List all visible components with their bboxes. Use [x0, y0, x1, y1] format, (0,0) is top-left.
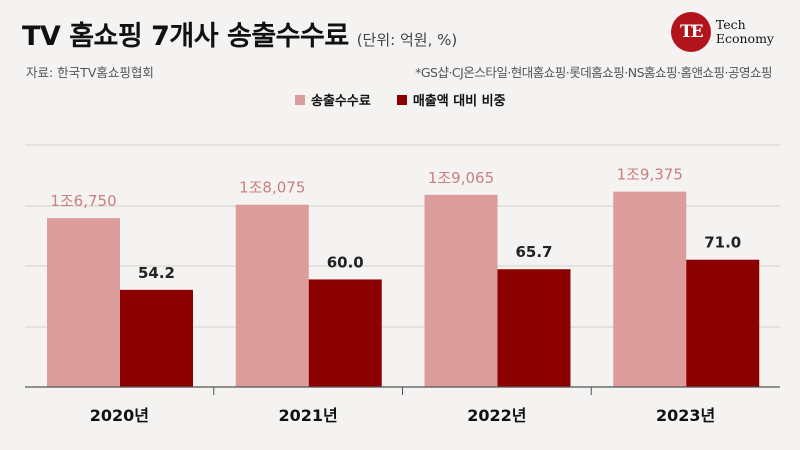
x-tick-label-1: 2021년: [278, 406, 337, 425]
legend-swatch-ratio: [396, 94, 407, 105]
legend-label-ratio: 매출액 대비 비중: [412, 94, 506, 109]
x-tick-label-2: 2022년: [467, 406, 526, 425]
bar-ratio-3: [686, 259, 760, 387]
bar-fee-2: [424, 194, 498, 387]
logo-text-line1: Tech: [715, 17, 746, 32]
bar-ratio-0: [120, 289, 193, 387]
data-label-fee-2: 1조9,065: [428, 169, 494, 187]
legend-label-fee: 송출수수료: [311, 94, 371, 109]
chart-title-row: TV 홈쇼핑 7개사 송출수수료 (단위: 억원, %): [22, 14, 457, 53]
data-label-ratio-1: 60.0: [327, 253, 364, 271]
data-label-fee-1: 1조8,075: [239, 179, 305, 197]
data-label-fee-3: 1조9,375: [617, 166, 683, 184]
bar-fee-0: [47, 218, 120, 387]
x-tick-label-0: 2020년: [90, 406, 149, 425]
data-label-ratio-0: 54.2: [138, 264, 175, 282]
data-label-fee-0: 1조6,750: [50, 192, 116, 210]
legend: 송출수수료 매출액 대비 비중: [295, 90, 532, 109]
bar-fee-3: [613, 191, 687, 387]
tech-economy-logo: TE Tech Economy: [670, 12, 774, 52]
bar-ratio-1: [308, 279, 382, 387]
data-label-ratio-3: 71.0: [704, 234, 741, 252]
legend-item-ratio: 매출액 대비 비중: [396, 90, 506, 109]
data-label-ratio-2: 65.7: [515, 243, 552, 261]
logo-text-line2: Economy: [715, 31, 774, 46]
bar-ratio-2: [497, 269, 571, 387]
bar-fee-1: [235, 204, 309, 387]
x-tick-label-3: 2023년: [656, 406, 715, 425]
source-text: 자료: 한국TV홈쇼핑협회: [26, 65, 154, 80]
unit-label: (단위: 억원, %): [356, 31, 458, 49]
legend-item-fee: 송출수수료: [295, 90, 371, 109]
legend-swatch-fee: [295, 94, 305, 105]
companies-note: *GS샵·CJ온스타일·현대홈쇼핑·롯데홈쇼핑·NS홈쇼핑·홈앤쇼핑·공영쇼핑: [415, 65, 772, 80]
chart-title: TV 홈쇼핑 7개사 송출수수료: [22, 21, 349, 52]
logo-text: Tech Economy: [716, 18, 774, 46]
logo-mark: TE: [670, 12, 711, 52]
